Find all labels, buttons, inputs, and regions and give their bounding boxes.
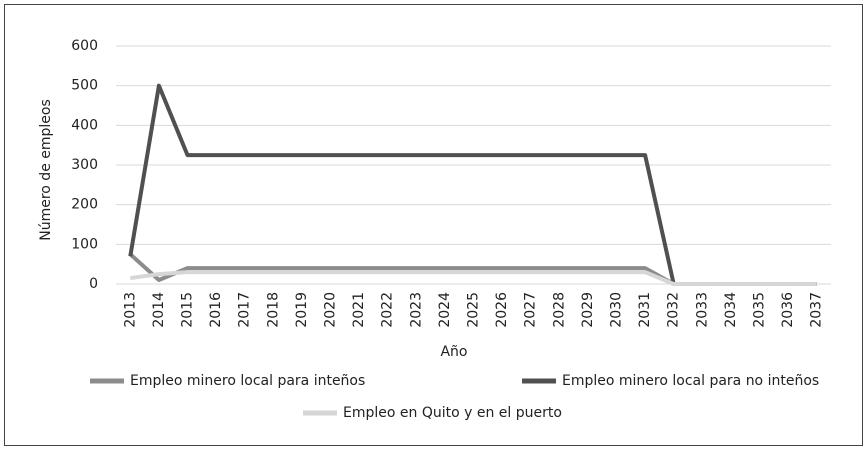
x-tick-label: 2020 xyxy=(323,292,339,328)
x-tick-label: 2015 xyxy=(180,292,196,328)
x-tick-label: 2035 xyxy=(752,292,768,328)
x-tick-label: 2036 xyxy=(780,292,796,328)
x-tick-label: 2033 xyxy=(694,292,710,328)
x-tick-label: 2034 xyxy=(723,292,739,328)
x-tick-label: 2032 xyxy=(666,292,682,328)
legend-label: Empleo minero local para inteños xyxy=(130,373,365,389)
series-line xyxy=(130,270,817,286)
x-tick-label: 2016 xyxy=(208,292,224,328)
x-tick-label: 2013 xyxy=(122,292,138,328)
x-tick-label: 2023 xyxy=(408,292,424,328)
y-tick-label: 400 xyxy=(71,117,98,133)
x-axis-label: Año xyxy=(440,344,467,360)
x-tick-label: 2026 xyxy=(494,292,510,328)
y-tick-label: 0 xyxy=(89,276,98,292)
x-tick-label: 2021 xyxy=(351,292,367,328)
y-tick-label: 200 xyxy=(71,197,98,213)
x-tick-label: 2037 xyxy=(809,292,825,328)
y-tick-label: 600 xyxy=(71,38,98,54)
x-tick-label: 2014 xyxy=(151,292,167,328)
x-tick-label: 2024 xyxy=(437,292,453,328)
x-tick-label: 2027 xyxy=(523,292,539,328)
x-tick-label: 2022 xyxy=(380,292,396,328)
y-tick-label: 300 xyxy=(71,157,98,173)
legend-label: Empleo en Quito y en el puerto xyxy=(343,405,562,421)
y-axis-label: Número de empleos xyxy=(38,99,54,241)
legend-label: Empleo minero local para no inteños xyxy=(562,373,819,389)
x-tick-label: 2019 xyxy=(294,292,310,328)
y-tick-label: 100 xyxy=(71,236,98,252)
x-tick-label: 2018 xyxy=(265,292,281,328)
x-tick-label: 2031 xyxy=(637,292,653,328)
y-tick-label: 500 xyxy=(71,78,98,94)
x-tick-label: 2017 xyxy=(237,292,253,328)
x-tick-label: 2028 xyxy=(551,292,567,328)
x-tick-label: 2030 xyxy=(609,292,625,328)
x-tick-label: 2025 xyxy=(466,292,482,328)
chart-border xyxy=(4,4,863,446)
x-tick-label: 2029 xyxy=(580,292,596,328)
